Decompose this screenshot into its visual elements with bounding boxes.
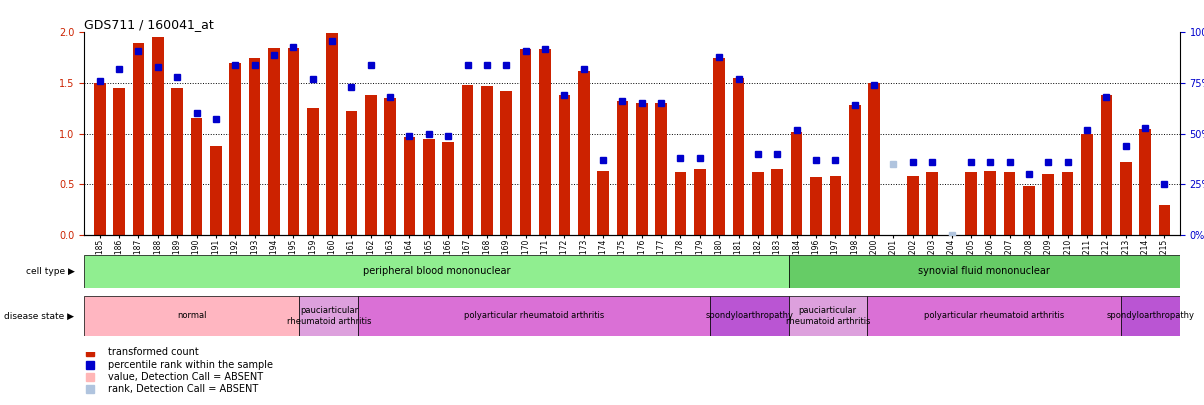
Bar	[1081, 134, 1093, 235]
Bar	[985, 171, 996, 235]
Bar	[578, 71, 590, 235]
Bar	[1062, 172, 1074, 235]
Text: value, Detection Call = ABSENT: value, Detection Call = ABSENT	[108, 372, 264, 382]
Bar	[733, 78, 744, 235]
Bar	[1158, 205, 1170, 235]
Bar	[211, 146, 222, 235]
Text: percentile rank within the sample: percentile rank within the sample	[108, 360, 273, 369]
Bar	[907, 176, 919, 235]
Bar	[674, 172, 686, 235]
Text: spondyloarthropathy: spondyloarthropathy	[1106, 311, 1194, 320]
Bar	[403, 137, 415, 235]
Bar	[694, 169, 706, 235]
Bar	[346, 111, 358, 235]
Bar	[520, 49, 531, 235]
Bar	[94, 83, 106, 235]
Bar	[268, 48, 279, 235]
FancyBboxPatch shape	[84, 296, 300, 336]
Text: disease state ▶: disease state ▶	[5, 311, 75, 320]
Text: pauciarticular
rheumatoid arthritis: pauciarticular rheumatoid arthritis	[287, 306, 371, 326]
Bar	[190, 119, 202, 235]
Text: normal: normal	[177, 311, 207, 320]
Bar	[288, 48, 299, 235]
Bar	[384, 98, 396, 235]
FancyBboxPatch shape	[789, 255, 1180, 288]
Bar	[830, 176, 842, 235]
Bar	[1004, 172, 1015, 235]
Bar	[810, 177, 822, 235]
Bar	[655, 103, 667, 235]
Bar	[132, 43, 144, 235]
Bar	[926, 172, 938, 235]
Text: rank, Detection Call = ABSENT: rank, Detection Call = ABSENT	[108, 384, 259, 394]
Text: cell type ▶: cell type ▶	[25, 267, 75, 276]
Bar	[365, 95, 377, 235]
FancyBboxPatch shape	[300, 296, 359, 336]
Bar	[849, 105, 861, 235]
Bar	[752, 172, 763, 235]
Text: synovial fluid mononuclear: synovial fluid mononuclear	[919, 266, 1050, 276]
Bar	[714, 58, 725, 235]
Bar	[501, 91, 512, 235]
Bar	[616, 101, 628, 235]
Text: transformed count: transformed count	[108, 347, 199, 357]
Bar	[1023, 186, 1034, 235]
FancyBboxPatch shape	[789, 296, 867, 336]
Text: pauciarticular
rheumatoid arthritis: pauciarticular rheumatoid arthritis	[785, 306, 870, 326]
Bar	[113, 88, 125, 235]
Bar	[597, 171, 609, 235]
Bar	[1100, 95, 1112, 235]
Bar	[791, 132, 802, 235]
FancyBboxPatch shape	[710, 296, 789, 336]
Bar	[249, 58, 260, 235]
Bar	[636, 103, 648, 235]
Bar	[423, 139, 435, 235]
Bar	[868, 83, 880, 235]
FancyBboxPatch shape	[359, 296, 710, 336]
Text: polyarticular rheumatoid arthritis: polyarticular rheumatoid arthritis	[923, 311, 1064, 320]
FancyBboxPatch shape	[84, 255, 789, 288]
Bar	[482, 86, 492, 235]
Bar	[772, 169, 783, 235]
Bar	[307, 109, 319, 235]
Bar	[1043, 174, 1054, 235]
Bar	[966, 172, 976, 235]
Text: spondyloarthropathy: spondyloarthropathy	[706, 311, 793, 320]
Bar	[326, 34, 338, 235]
Bar	[152, 38, 164, 235]
FancyBboxPatch shape	[867, 296, 1121, 336]
Text: peripheral blood mononuclear: peripheral blood mononuclear	[362, 266, 510, 276]
Text: polyarticular rheumatoid arthritis: polyarticular rheumatoid arthritis	[465, 311, 604, 320]
Bar	[1139, 129, 1151, 235]
Bar	[230, 63, 241, 235]
Bar	[559, 95, 571, 235]
Text: GDS711 / 160041_at: GDS711 / 160041_at	[84, 18, 214, 31]
Bar	[171, 88, 183, 235]
Bar	[539, 49, 550, 235]
Bar	[462, 85, 473, 235]
Bar	[442, 142, 454, 235]
Bar	[1120, 162, 1132, 235]
FancyBboxPatch shape	[1121, 296, 1180, 336]
